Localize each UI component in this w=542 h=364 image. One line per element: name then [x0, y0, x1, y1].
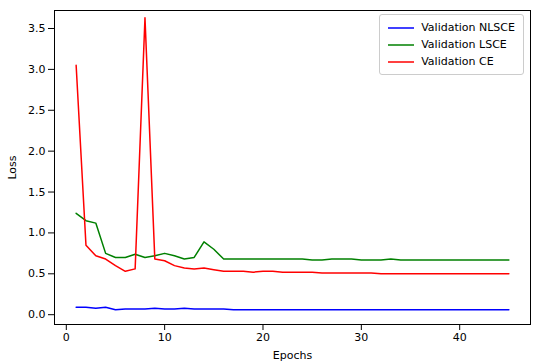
svg-text:20: 20	[256, 331, 270, 344]
svg-text:3.5: 3.5	[28, 22, 46, 35]
svg-text:1.0: 1.0	[28, 226, 46, 239]
svg-text:10: 10	[158, 331, 172, 344]
svg-text:30: 30	[354, 331, 368, 344]
svg-text:Loss: Loss	[6, 155, 19, 179]
svg-text:3.0: 3.0	[28, 63, 46, 76]
svg-text:2.5: 2.5	[28, 104, 46, 117]
svg-text:0: 0	[63, 331, 70, 344]
html-text:Validation LSCE: Validation LSCE	[421, 38, 507, 51]
svg-text:40: 40	[453, 331, 467, 344]
svg-text:0.5: 0.5	[28, 267, 46, 280]
svg-text:0.0: 0.0	[28, 308, 46, 321]
svg-text:1.5: 1.5	[28, 186, 46, 199]
svg-text:2.0: 2.0	[28, 145, 46, 158]
html-text:Validation CE: Validation CE	[421, 55, 494, 68]
html-text:Validation NLSCE: Validation NLSCE	[421, 21, 515, 34]
svg-text:Epochs: Epochs	[273, 349, 313, 362]
